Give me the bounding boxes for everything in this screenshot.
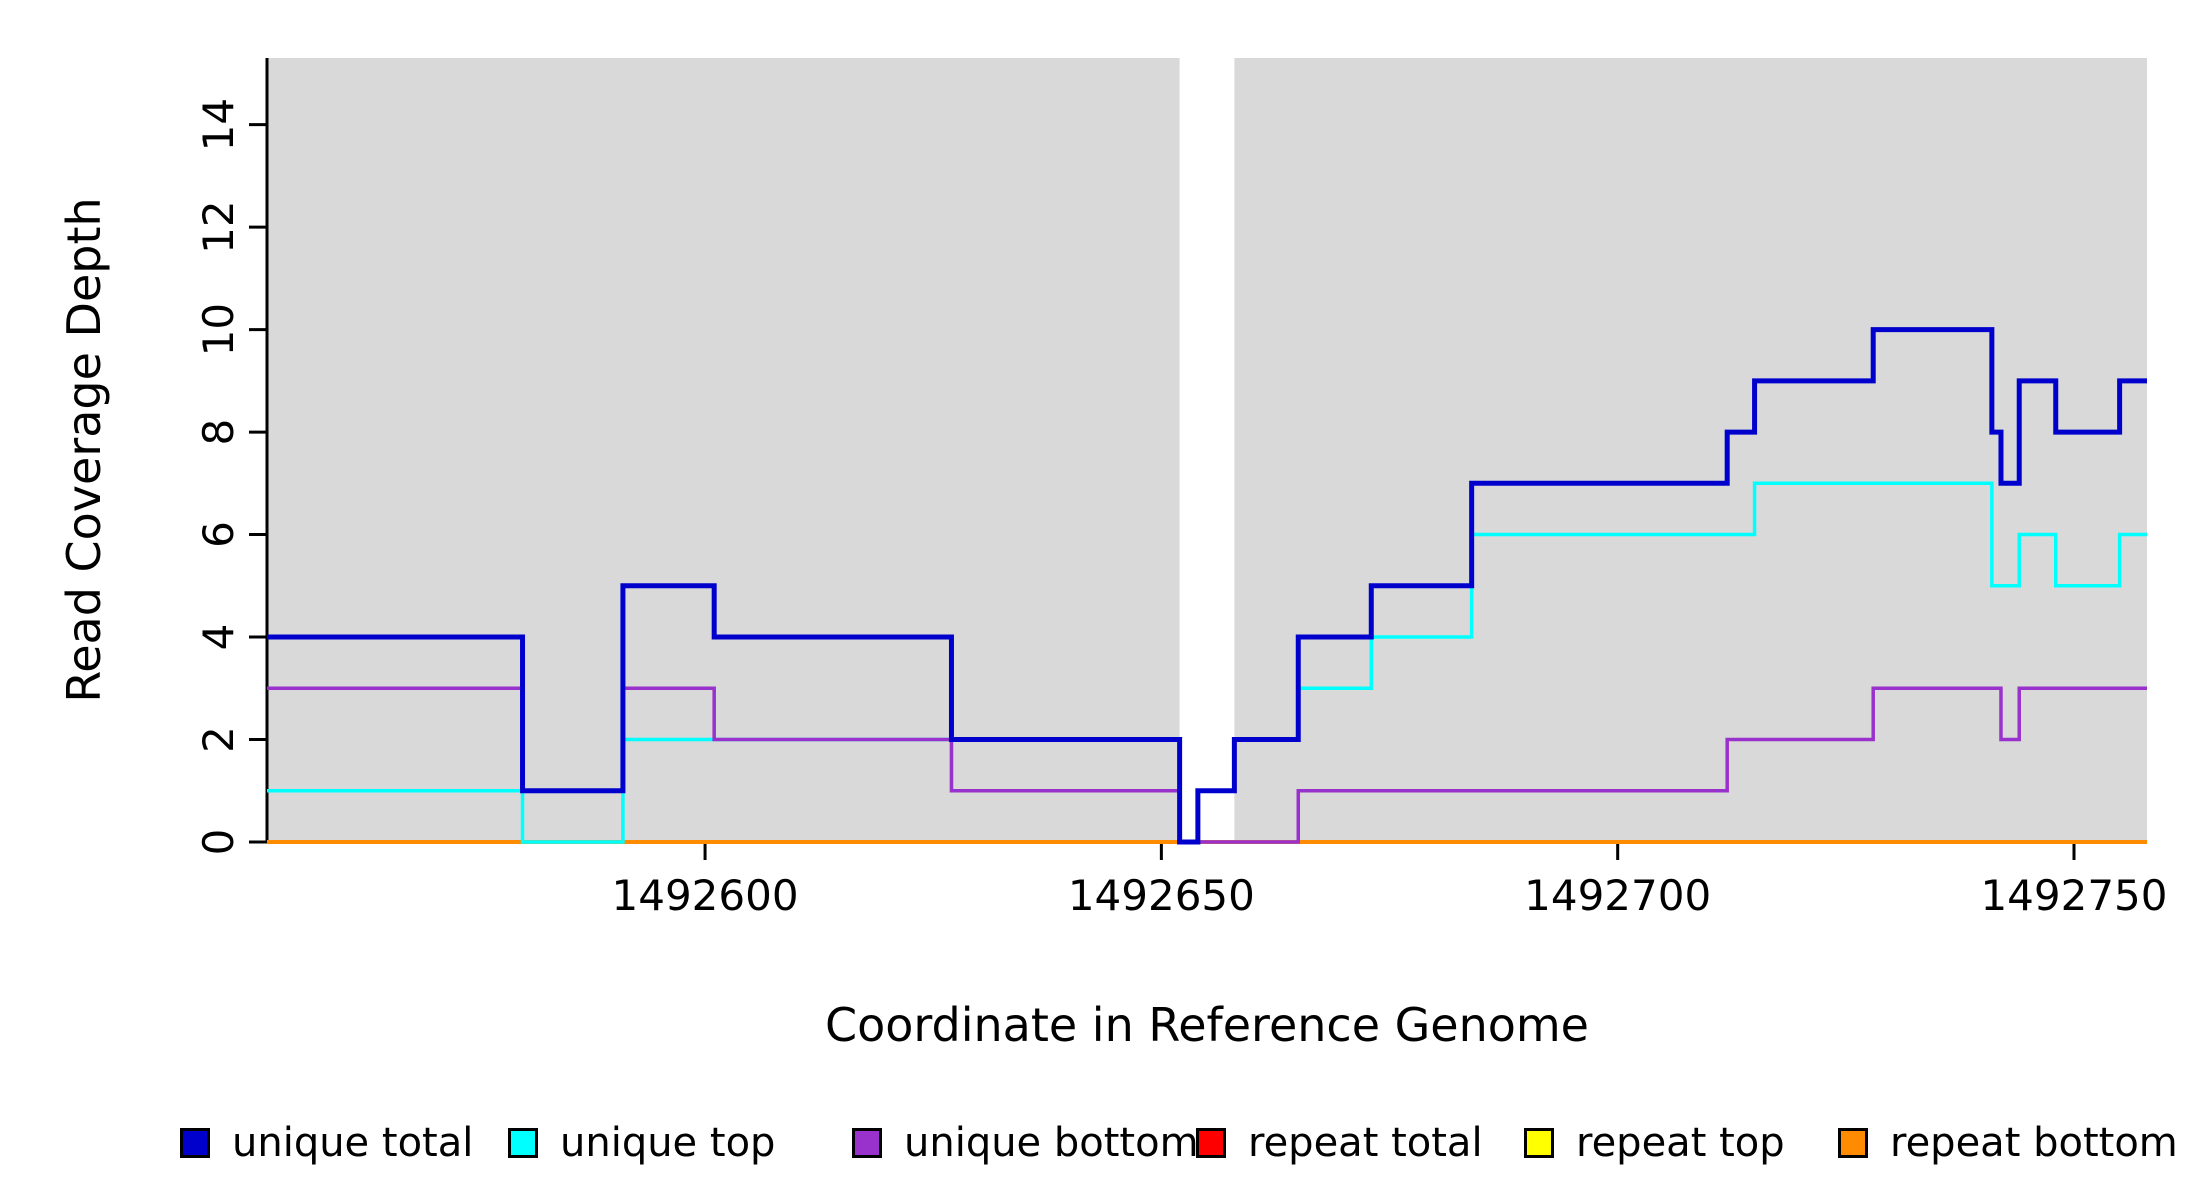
x-tick-label: 1492650 bbox=[1068, 871, 1255, 920]
y-tick-label: 12 bbox=[194, 200, 243, 253]
y-tick-label: 8 bbox=[194, 419, 243, 446]
y-axis-label: Read Coverage Depth bbox=[57, 197, 111, 703]
y-tick-label: 2 bbox=[194, 726, 243, 753]
y-tick-label: 0 bbox=[194, 829, 243, 856]
x-tick-label: 1492750 bbox=[1980, 871, 2167, 920]
series-unique-total bbox=[267, 327, 2147, 845]
y-tick-label: 14 bbox=[194, 98, 243, 151]
y-tick-label: 4 bbox=[194, 624, 243, 651]
x-tick-label: 1492600 bbox=[612, 871, 799, 920]
y-tick-label: 10 bbox=[194, 303, 243, 356]
y-tick-label: 6 bbox=[194, 521, 243, 548]
x-tick-label: 1492700 bbox=[1524, 871, 1711, 920]
shaded-region bbox=[267, 58, 1180, 842]
x-axis-label: Coordinate in Reference Genome bbox=[825, 998, 1589, 1052]
shaded-region bbox=[1234, 58, 2147, 842]
